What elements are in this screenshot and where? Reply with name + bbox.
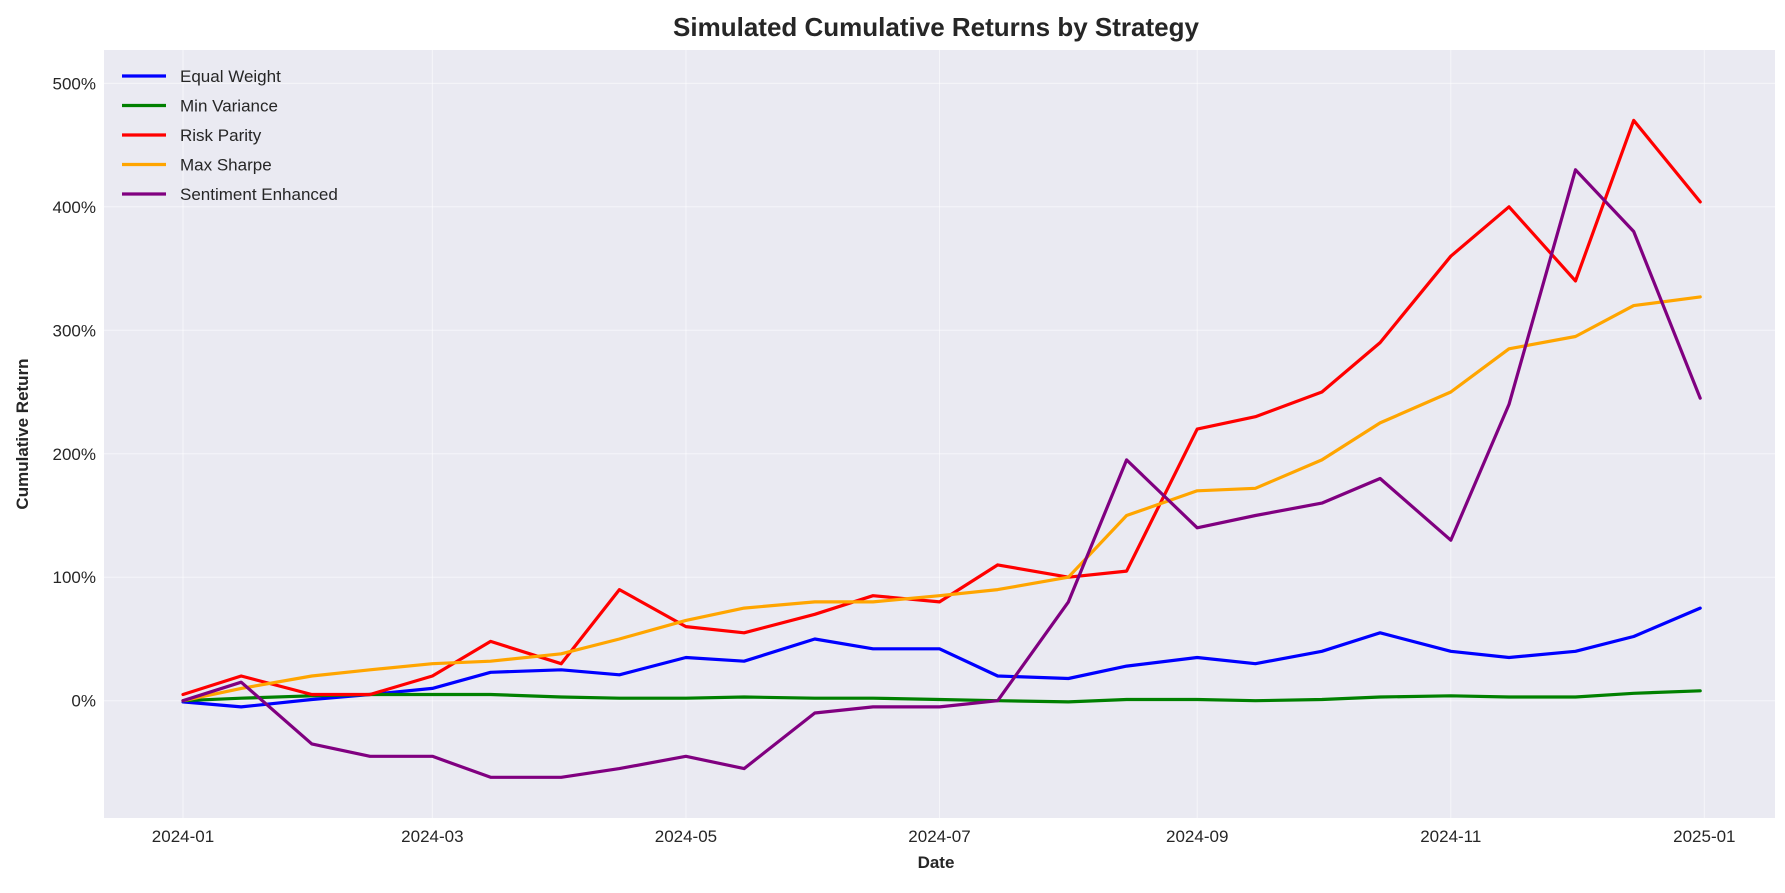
grid-layer <box>104 50 1775 818</box>
series-line-risk-parity <box>181 118 1702 697</box>
y-tick-label: 400% <box>53 198 96 217</box>
x-tick-label: 2024-05 <box>655 827 717 846</box>
x-tick-label: 2024-11 <box>1420 827 1481 846</box>
series-line-equal-weight <box>181 606 1702 709</box>
y-tick-label: 0% <box>71 692 96 711</box>
tick-layer: 2024-01 2024-03 2024-05 2024-07 2024-09 2024-… <box>53 74 1736 846</box>
chart-title: Simulated Cumulative Returns by Strategy <box>673 12 1199 42</box>
legend-label: Equal Weight <box>180 67 281 86</box>
x-tick-label: 2025-01 <box>1673 827 1735 846</box>
legend-label: Sentiment Enhanced <box>180 185 338 204</box>
legend-label: Min Variance <box>180 97 278 116</box>
legend-label: Risk Parity <box>180 126 262 145</box>
x-tick-label: 2024-07 <box>908 827 970 846</box>
x-tick-label: 2024-09 <box>1166 827 1228 846</box>
y-tick-label: 100% <box>53 568 96 587</box>
legend-label: Max Sharpe <box>180 156 272 175</box>
series-line-min-variance <box>181 689 1702 704</box>
x-tick-label: 2024-01 <box>152 827 214 846</box>
legend: Equal Weight Min Variance Risk Parity Max S… <box>122 67 338 204</box>
series-line-sentiment-enhanced <box>181 168 1702 779</box>
y-tick-label: 300% <box>53 321 96 340</box>
y-tick-label: 500% <box>53 74 96 93</box>
x-tick-label: 2024-03 <box>401 827 463 846</box>
series-line-max-sharpe <box>181 295 1702 703</box>
x-axis-label: Date <box>918 853 955 872</box>
series-layer <box>181 118 1702 779</box>
y-tick-label: 200% <box>53 445 96 464</box>
y-axis-label: Cumulative Return <box>13 358 32 509</box>
